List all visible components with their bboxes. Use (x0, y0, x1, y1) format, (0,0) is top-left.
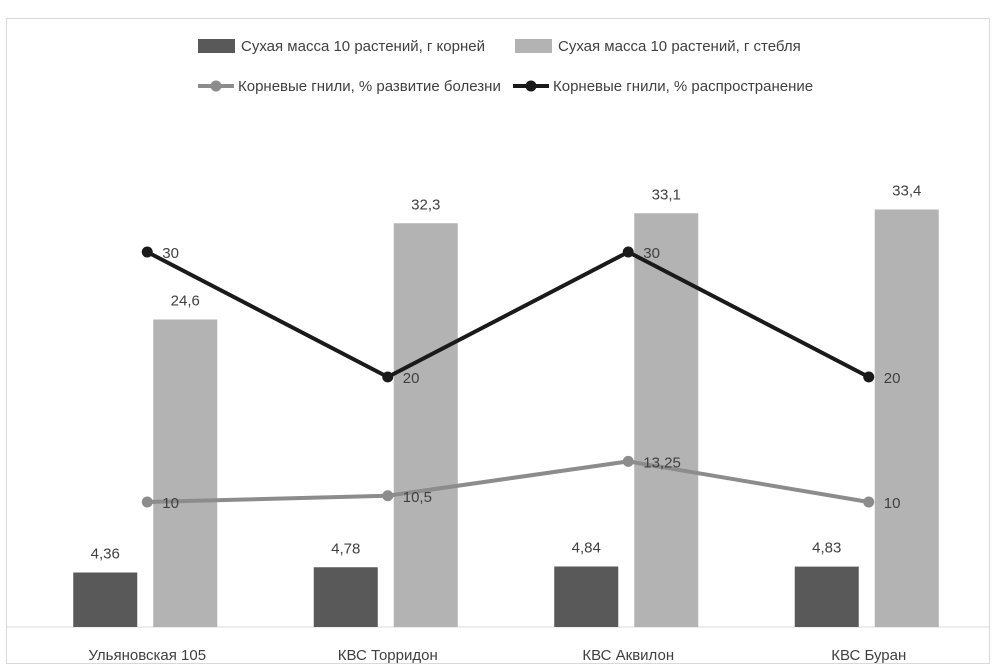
bar (153, 319, 218, 627)
bar-data-label: 4,83 (812, 540, 841, 557)
x-axis: Ульяновская 105 КВС Торридон КВС Аквилон КВ… (7, 626, 989, 664)
legend: Сухая масса 10 растений, г корней Сухая м… (198, 38, 813, 95)
bars (73, 209, 939, 627)
line-point (141, 496, 153, 508)
legend-swatch (198, 39, 235, 53)
bar-data-label: 32,3 (411, 196, 440, 213)
line-data-label: 20 (403, 370, 420, 387)
bar-data-label: 4,84 (572, 540, 601, 557)
x-tick-label: КВС Буран (831, 647, 906, 664)
bar (313, 567, 378, 627)
line-data-label: 10,5 (403, 489, 432, 506)
legend-swatch (515, 39, 552, 53)
lines (141, 246, 875, 508)
bar-data-label: 33,1 (652, 186, 681, 203)
line-point (863, 371, 875, 383)
bar (794, 566, 859, 627)
line-point (382, 371, 394, 383)
bar-data-label: 24,6 (171, 293, 200, 310)
x-tick-label: Ульяновская 105 (88, 647, 206, 664)
legend-label: Сухая масса 10 растений, г стебля (558, 38, 801, 55)
data-labels: 4,36 4,78 4,84 4,83 24,6 32,3 33,1 33,4 10 10,5 13… (91, 183, 922, 563)
series-line (146, 250, 870, 379)
bar-data-label: 4,36 (91, 546, 120, 563)
bar (393, 223, 458, 627)
bar (874, 209, 939, 627)
line-data-label: 10 (162, 495, 179, 512)
legend-marker (525, 80, 537, 92)
line-point (622, 246, 634, 258)
x-tick-label: КВС Торридон (338, 647, 438, 664)
line-point (863, 496, 875, 508)
bar-data-label: 33,4 (892, 183, 921, 200)
legend-label: Корневые гнили, % распространение (553, 78, 813, 95)
series-line (147, 459, 870, 504)
legend-label: Корневые гнили, % развитие болезни (238, 78, 501, 95)
legend-label: Сухая масса 10 растений, г корней (241, 38, 485, 55)
bar (554, 566, 619, 627)
bar-data-label: 4,78 (331, 540, 360, 557)
line-data-label: 30 (162, 245, 179, 262)
bar (634, 213, 699, 627)
line-data-label: 13,25 (643, 454, 681, 471)
line-point (382, 490, 394, 502)
line-point (141, 246, 153, 258)
x-tick-label: КВС Аквилон (582, 647, 674, 664)
line-data-label: 30 (643, 245, 660, 262)
legend-marker (210, 80, 222, 92)
line-data-label: 10 (884, 495, 901, 512)
line-point (622, 455, 634, 467)
bar (73, 572, 138, 627)
line-data-label: 20 (884, 370, 901, 387)
